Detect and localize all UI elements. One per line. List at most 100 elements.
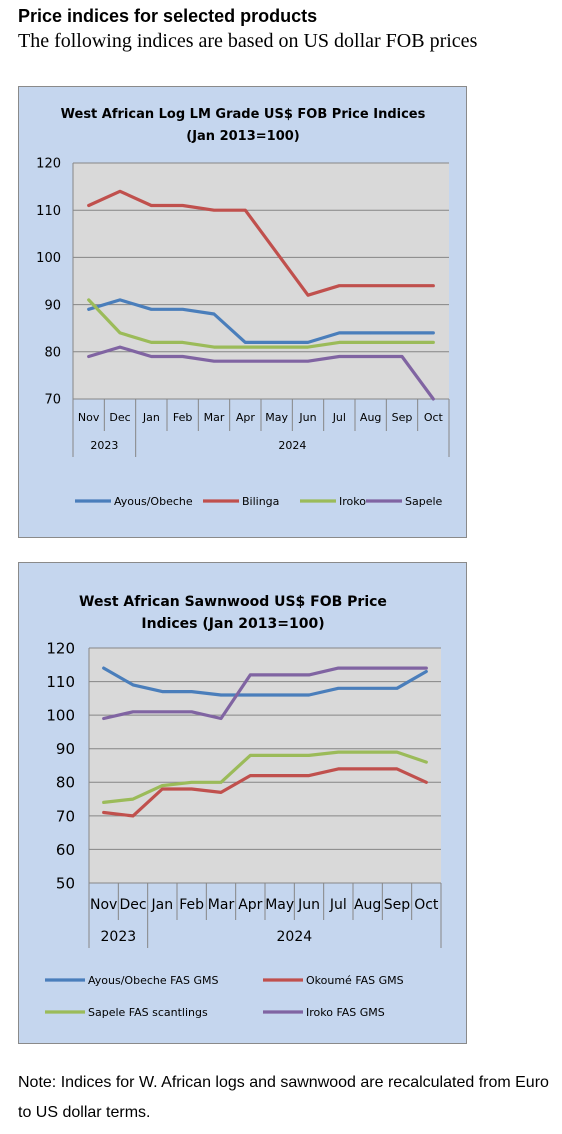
series-point-1 (369, 331, 372, 335)
series-point-1 (306, 341, 310, 344)
series-point-4 (278, 673, 281, 677)
x-tick-label: Oct (424, 411, 444, 424)
series-point-2 (369, 284, 372, 287)
series-point-3 (87, 298, 90, 302)
series-point-2 (244, 209, 247, 212)
sawnwood-price-chart-svg: West African Sawnwood US$ FOB Price Indic… (45, 594, 442, 1019)
series-point-2 (249, 774, 252, 777)
y-tick-label: 90 (56, 740, 75, 758)
series-point-3 (150, 341, 153, 344)
series-point-4 (369, 355, 372, 358)
x-tick-label: May (265, 897, 294, 913)
x-tick-label: Feb (173, 411, 192, 424)
y-tick-label: 110 (46, 673, 75, 691)
series-line-3 (102, 750, 428, 804)
y-tick-label: 100 (36, 251, 61, 266)
series-point-4 (244, 360, 247, 363)
series-point-3 (212, 345, 216, 349)
series-point-3 (425, 760, 428, 764)
series-point-4 (307, 673, 311, 677)
y-tick-label: 120 (36, 157, 61, 172)
y-tick-label: 80 (56, 774, 75, 792)
series-point-3 (306, 345, 310, 349)
series-point-3 (219, 781, 223, 784)
series-point-3 (278, 754, 281, 757)
series-point-3 (181, 341, 184, 344)
series-point-3 (244, 345, 247, 349)
series-point-1 (161, 690, 164, 693)
series-point-1 (249, 693, 252, 697)
series-point-2 (102, 811, 105, 814)
series-point-3 (102, 801, 105, 804)
legend-label: Sapele FAS scantlings (88, 1006, 208, 1019)
plot-area (73, 163, 449, 399)
chart-title-line-2: Indices (Jan 2013=100) (141, 616, 324, 632)
series-point-1 (102, 666, 105, 670)
series-point-3 (337, 750, 340, 754)
x-tick-label: Nov (90, 897, 117, 913)
series-point-4 (150, 355, 153, 358)
plot-area (89, 648, 441, 883)
series-point-1 (219, 693, 223, 697)
series-point-2 (432, 284, 435, 287)
x-tick-label: Jul (332, 411, 346, 424)
y-tick-label: 50 (56, 874, 75, 892)
series-point-3 (395, 750, 399, 754)
series-point-1 (307, 693, 311, 697)
series-point-1 (181, 308, 184, 311)
series-point-4 (190, 710, 193, 713)
series-point-3 (400, 341, 404, 344)
series-point-4 (366, 666, 369, 670)
x-tick-label: Jan (142, 411, 160, 424)
series-point-4 (337, 666, 340, 670)
series-point-2 (395, 767, 399, 771)
series-point-4 (306, 360, 310, 363)
x-tick-label: Feb (179, 897, 204, 913)
x-tick-label: Dec (119, 897, 146, 913)
series-point-1 (400, 331, 404, 335)
series-point-4 (181, 355, 184, 358)
series-point-1 (150, 308, 153, 311)
series-point-2 (278, 774, 281, 777)
y-tick-label: 70 (44, 393, 61, 408)
series-point-1 (190, 690, 193, 693)
year-label: 2024 (277, 929, 313, 945)
series-point-4 (249, 673, 252, 677)
series-line-4 (87, 345, 435, 401)
legend-label: Iroko (339, 495, 366, 508)
x-tick-label: Jun (298, 411, 316, 424)
legend-label: Okoumé FAS GMS (306, 974, 404, 987)
x-tick-label: May (265, 411, 288, 424)
series-point-1 (395, 687, 399, 690)
series-line-2 (87, 189, 435, 297)
series-point-1 (131, 683, 135, 687)
series-point-2 (161, 787, 164, 791)
y-tick-label: 80 (44, 345, 61, 360)
series-point-3 (131, 797, 135, 801)
series-point-3 (275, 345, 278, 349)
series-point-1 (275, 341, 278, 344)
series-point-1 (278, 693, 281, 697)
x-tick-label: Sep (384, 897, 411, 913)
x-tick-label: Mar (204, 411, 225, 424)
series-point-3 (369, 341, 372, 344)
year-label: 2023 (90, 439, 118, 452)
footnote: Note: Indices for W. African logs and sa… (18, 1074, 549, 1121)
series-point-4 (395, 666, 399, 670)
legend-label: Sapele (405, 495, 443, 508)
year-label: 2023 (101, 929, 137, 945)
series-point-4 (87, 355, 90, 358)
y-tick-label: 90 (44, 298, 61, 313)
legend-label: Bilinga (242, 495, 279, 508)
series-point-3 (161, 784, 164, 787)
series-point-1 (87, 308, 90, 311)
page-title: Price indices for selected products (18, 6, 318, 26)
series-point-2 (150, 204, 153, 207)
series-point-4 (219, 717, 223, 720)
legend-label: Iroko FAS GMS (306, 1006, 385, 1019)
series-point-1 (432, 331, 435, 335)
series-point-1 (338, 331, 341, 335)
series-point-3 (432, 341, 435, 344)
y-tick-label: 120 (46, 639, 75, 657)
series-point-2 (425, 781, 428, 784)
